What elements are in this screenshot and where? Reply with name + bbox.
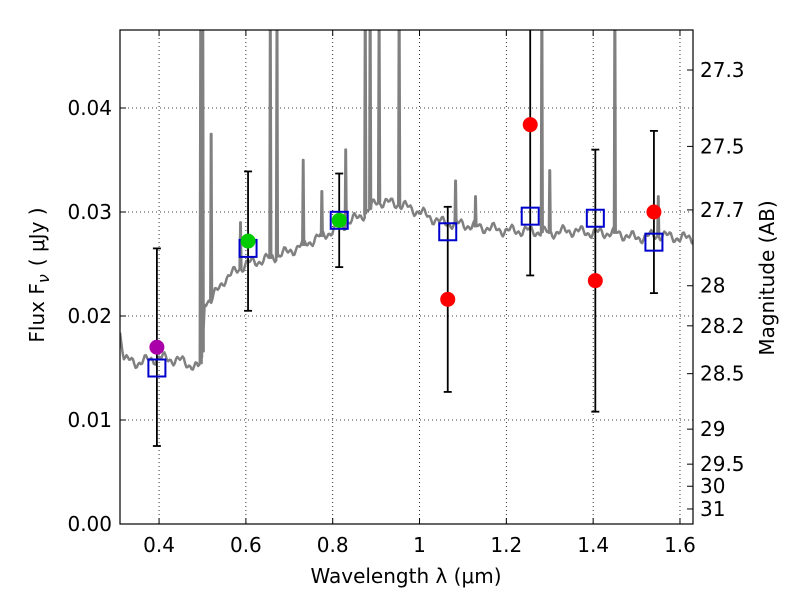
mag-tick-label: 28.2 [700, 314, 745, 338]
y-tick-label: 0.03 [67, 200, 112, 224]
ticks: 0.4 0.6 0.8 1 1.2 1.4 1.6 0.00 0.01 0.02 0.03 0.04 2… [67, 30, 745, 557]
model-markers [147, 206, 664, 378]
mag-tick-label: 27.3 [700, 58, 745, 82]
y-tick-label: 0.02 [67, 304, 112, 328]
spectrum-line [120, 30, 693, 371]
x-tick-label: 1.2 [490, 533, 522, 557]
x-axis-title: Wavelength λ (μm) [310, 564, 501, 588]
mag-tick-label: 29 [700, 417, 725, 441]
grid [120, 30, 693, 524]
y-axis-unit: ( μJy ) [25, 207, 49, 266]
mag-tick-label: 27.7 [700, 198, 745, 222]
mag-tick-label: 31 [700, 497, 725, 521]
observed-markers [149, 117, 662, 355]
observed-point [587, 273, 603, 289]
error-bars [152, 30, 658, 447]
x-tick-label: 0.4 [143, 533, 175, 557]
x-tick-label: 0.6 [230, 533, 262, 557]
x-tick-label: 1 [413, 533, 426, 557]
plot-frame [119, 29, 694, 525]
mag-tick-label: 30 [700, 474, 725, 498]
observed-point [646, 204, 662, 220]
model-square [585, 208, 605, 228]
mag-tick-label: 27.5 [700, 134, 745, 158]
spectrum [120, 30, 693, 371]
observed-point [522, 117, 538, 133]
model-square [520, 206, 540, 226]
y2-axis-title: Magnitude (AB) [755, 200, 779, 355]
observed-point [331, 212, 347, 228]
model-square [147, 358, 167, 378]
y-axis-title: Flux Fν ( μJy ) [25, 207, 53, 342]
model-square [329, 210, 349, 230]
y-axis-sub: ν [34, 274, 53, 283]
y-axis-label: Flux F [25, 283, 49, 342]
mag-tick-label: 28 [700, 274, 725, 298]
mag-tick-label: 29.5 [700, 452, 745, 476]
y-tick-label: 0.00 [67, 512, 112, 536]
model-square [644, 232, 664, 252]
observed-point [149, 339, 165, 355]
model-square [438, 222, 458, 242]
mag-tick-label: 28.5 [700, 362, 745, 386]
y-tick-label: 0.01 [67, 408, 112, 432]
x-tick-label: 1.6 [664, 533, 696, 557]
x-tick-label: 1.4 [577, 533, 609, 557]
x-tick-label: 0.8 [317, 533, 349, 557]
observed-point [240, 233, 256, 249]
y-tick-label: 0.04 [67, 96, 112, 120]
observed-point [440, 291, 456, 307]
